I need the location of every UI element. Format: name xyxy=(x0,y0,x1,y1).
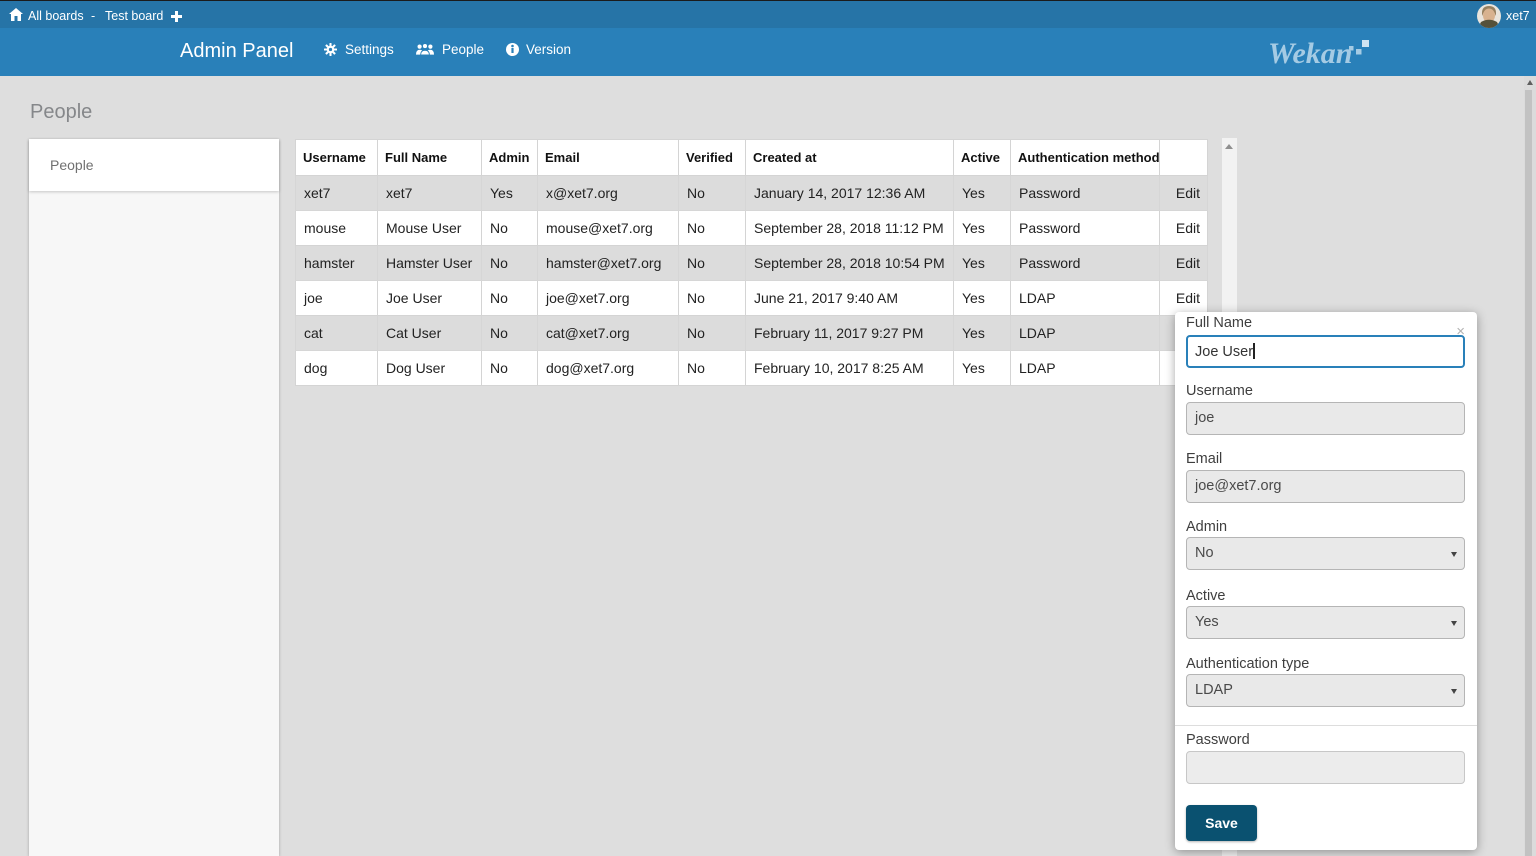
svg-text:Wekan: Wekan xyxy=(1268,37,1352,70)
